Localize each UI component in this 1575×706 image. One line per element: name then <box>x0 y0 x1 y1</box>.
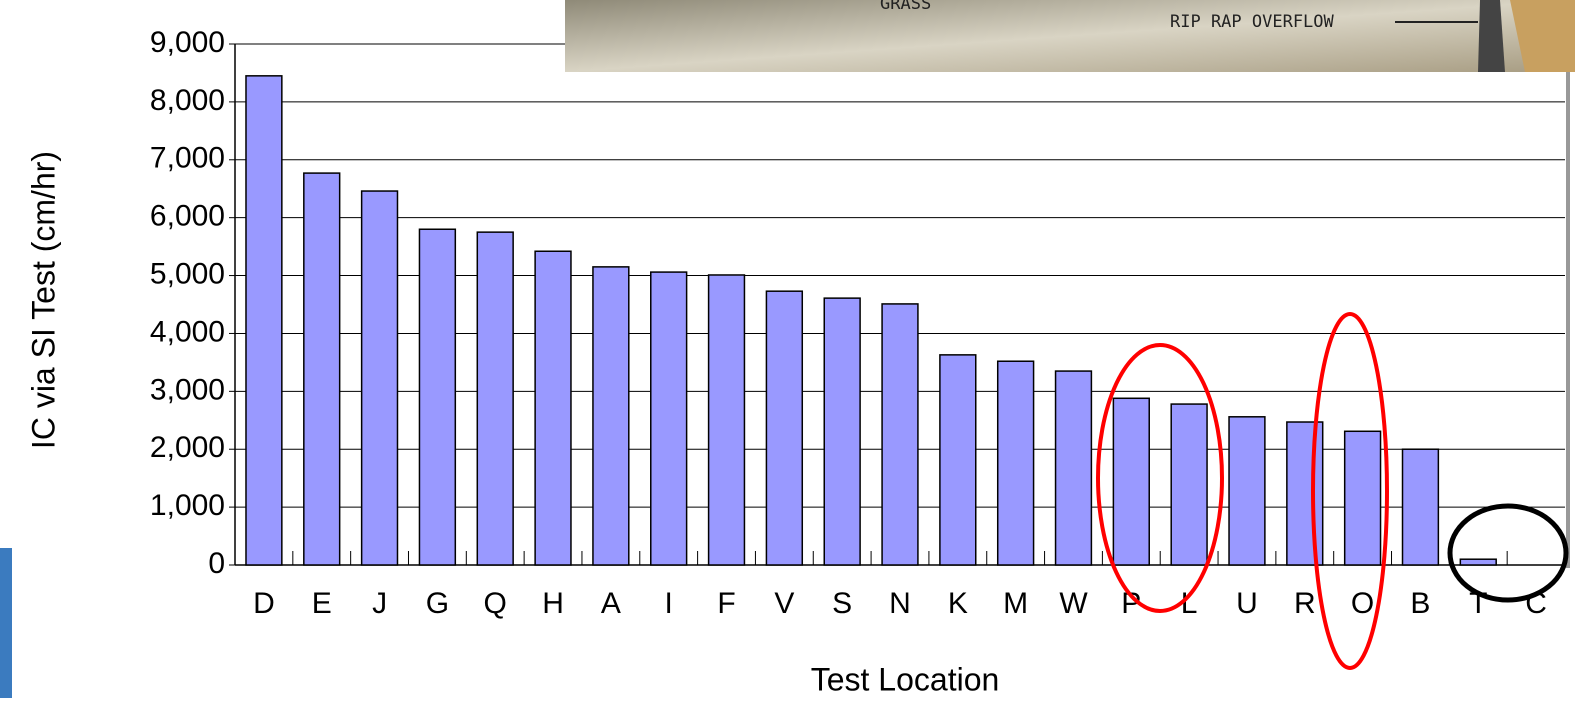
x-tick-label: R <box>1294 587 1316 620</box>
photo-edge <box>1510 0 1575 72</box>
logo-sliver <box>0 548 12 698</box>
bar <box>1054 370 1093 566</box>
bar <box>592 266 630 566</box>
x-tick-label: A <box>601 587 621 620</box>
x-tick-label: L <box>1181 587 1198 620</box>
highlight-ellipse <box>1311 312 1389 670</box>
y-tick-label: 3,000 <box>150 373 225 406</box>
bar <box>1459 558 1497 566</box>
x-tick-label: P <box>1121 587 1141 620</box>
y-tick-label: 7,000 <box>150 142 225 175</box>
bar <box>1286 421 1324 566</box>
x-tick-label: V <box>774 587 794 620</box>
bar <box>418 228 457 566</box>
bar <box>303 172 341 566</box>
x-tick-label: D <box>253 587 275 620</box>
bar <box>1343 430 1382 566</box>
bar <box>939 354 977 566</box>
x-tick-label: N <box>889 587 911 620</box>
x-tick-label: G <box>426 587 449 620</box>
x-tick-label: O <box>1351 587 1374 620</box>
bar <box>534 250 572 566</box>
bar <box>1112 397 1150 566</box>
x-tick-label: M <box>1003 587 1028 620</box>
y-tick-label: 9,000 <box>150 26 225 59</box>
x-tick-label: W <box>1059 587 1088 620</box>
y-tick-label: 4,000 <box>150 315 225 348</box>
bar <box>650 271 688 566</box>
bar <box>1170 403 1208 566</box>
highlight-ellipse <box>1096 343 1224 613</box>
photo-label: RIP RAP OVERFLOW <box>1170 12 1335 32</box>
y-tick-label: 6,000 <box>150 200 225 233</box>
x-tick-label: H <box>542 587 564 620</box>
y-tick-label: 8,000 <box>150 84 225 117</box>
x-tick-label: K <box>948 587 968 620</box>
x-tick-label: Q <box>484 587 507 620</box>
x-tick-label: I <box>665 587 673 620</box>
bar <box>360 190 399 566</box>
x-tick-label: J <box>372 587 387 620</box>
slide-edge <box>0 0 14 706</box>
bar <box>1401 448 1440 566</box>
photo-label: GRASS <box>880 0 931 14</box>
bar <box>996 360 1035 566</box>
bar <box>1228 416 1266 566</box>
y-tick-label: 1,000 <box>150 489 225 522</box>
bar <box>707 274 746 566</box>
annotations <box>1096 312 1569 670</box>
x-tick-label: B <box>1410 587 1430 620</box>
x-axis-title: Test Location <box>811 661 1000 697</box>
x-tick-label: E <box>312 587 332 620</box>
y-tick-label: 0 <box>208 547 225 580</box>
y-tick-label: 5,000 <box>150 257 225 290</box>
y-axis-title: IC via SI Test (cm/hr) <box>25 151 61 449</box>
plot-area: 0 1,000 2,000 3,000 4,000 5,000 6,000 7,000 8,00… <box>150 26 1570 620</box>
x-tick-label: S <box>832 587 852 620</box>
y-tick-label: 2,000 <box>150 431 225 464</box>
bar <box>765 290 804 566</box>
bar <box>823 297 861 566</box>
x-tick-label: U <box>1236 587 1258 620</box>
photo-image <box>565 0 1575 72</box>
rip-rap <box>1478 0 1505 72</box>
bar <box>881 303 919 566</box>
bar <box>476 231 514 566</box>
photo: GRASS RIP RAP OVERFLOW <box>565 0 1575 72</box>
bar <box>245 75 283 566</box>
x-tick-label: F <box>717 587 735 620</box>
highlight-ellipse <box>1447 503 1569 603</box>
